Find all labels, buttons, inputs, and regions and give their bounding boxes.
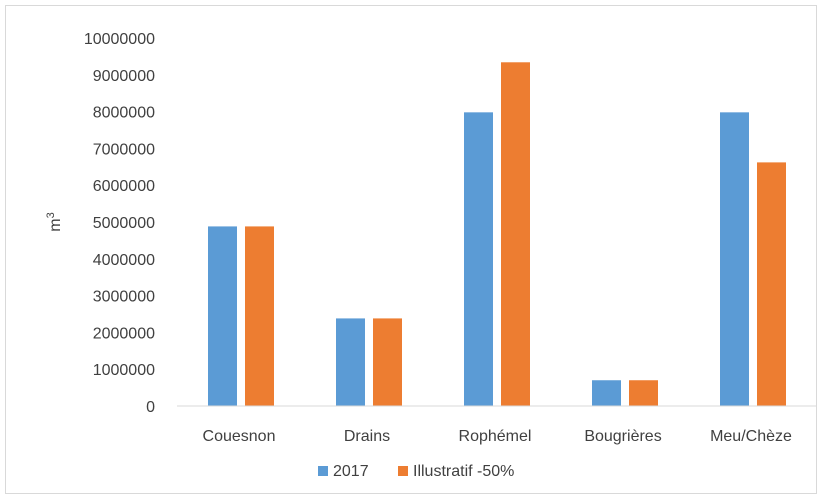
y-axis-label: m3	[45, 212, 64, 231]
x-category-label: Meu/Chèze	[710, 428, 792, 445]
y-tick-label: 10000000	[84, 31, 155, 48]
x-axis-category-labels: Couesnon Drains Rophémel Bougrières Meu/Chèz…	[203, 428, 792, 445]
legend-label: Illustratif -50%	[413, 463, 514, 480]
bar-series2-bougri-res	[629, 380, 658, 406]
bar-series2-roph-mel	[501, 62, 530, 407]
y-tick-label: 1000000	[93, 362, 155, 379]
x-category-label: Couesnon	[203, 428, 276, 445]
y-tick-label: 0	[146, 399, 155, 416]
bar-series2-drains	[373, 318, 402, 406]
y-tick-label: 6000000	[93, 178, 155, 195]
bar-series2-couesnon	[245, 226, 274, 406]
legend-swatch	[318, 466, 328, 476]
y-axis-ticks: 0 1000000 2000000 3000000 4000000 5000000 6000…	[84, 31, 155, 416]
x-category-label: Bougrières	[584, 428, 661, 445]
y-tick-label: 5000000	[93, 215, 155, 232]
bar-series1-couesnon	[208, 226, 237, 406]
y-tick-label: 7000000	[93, 141, 155, 158]
y-tick-label: 9000000	[93, 68, 155, 85]
y-tick-label: 3000000	[93, 289, 155, 306]
bar-series1-bougri-res	[592, 380, 621, 406]
y-tick-label: 4000000	[93, 252, 155, 269]
x-category-label: Rophémel	[459, 428, 532, 445]
bar-series1-meu-ch-ze	[720, 112, 749, 406]
y-tick-label: 8000000	[93, 105, 155, 122]
bars	[208, 62, 786, 407]
x-category-label: Drains	[344, 428, 390, 445]
legend: 2017 Illustratif -50%	[318, 463, 514, 480]
bar-series1-roph-mel	[464, 112, 493, 406]
legend-swatch	[398, 466, 408, 476]
bar-series2-meu-ch-ze	[757, 162, 786, 406]
y-tick-label: 2000000	[93, 325, 155, 342]
legend-label: 2017	[333, 463, 369, 480]
bar-series1-drains	[336, 318, 365, 406]
chart-frame	[5, 5, 817, 494]
